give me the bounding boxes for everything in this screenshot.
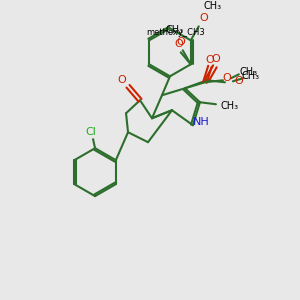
Text: methoxy_CH3: methoxy_CH3 xyxy=(146,28,205,37)
Text: CH₃: CH₃ xyxy=(221,101,239,111)
Text: CH₃: CH₃ xyxy=(166,25,184,35)
Text: O: O xyxy=(206,55,214,65)
Text: CH₃: CH₃ xyxy=(242,71,260,81)
Text: O: O xyxy=(235,76,243,86)
Text: O: O xyxy=(199,14,208,23)
Text: O: O xyxy=(174,39,183,49)
Text: O: O xyxy=(176,37,185,47)
Text: O: O xyxy=(223,73,231,83)
Text: CH₃: CH₃ xyxy=(204,2,222,11)
Text: NH: NH xyxy=(193,117,209,127)
Text: CH₃: CH₃ xyxy=(240,67,258,77)
Text: O: O xyxy=(118,75,126,85)
Text: O: O xyxy=(212,54,220,64)
Text: Cl: Cl xyxy=(85,127,97,137)
